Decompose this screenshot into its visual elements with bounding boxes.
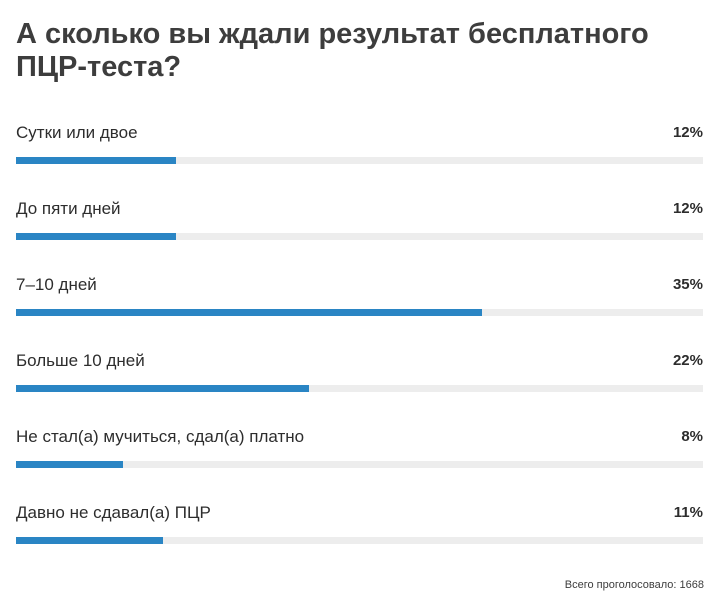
result-bar-fill	[16, 385, 309, 392]
result-bar-track	[16, 537, 703, 544]
option-percent: 12%	[672, 124, 703, 141]
option-percent: 11%	[673, 504, 703, 521]
result-bar-fill	[16, 461, 123, 468]
result-bar-fill	[16, 157, 176, 164]
option-label: Больше 10 дней	[16, 351, 145, 370]
result-bar-fill	[16, 309, 482, 316]
option-label: Сутки или двое	[16, 123, 138, 142]
total-votes: Всего проголосовало: 1668	[564, 579, 704, 591]
poll-option-1[interactable]: Сутки или двое 12%	[16, 123, 703, 167]
result-bar-fill	[16, 233, 176, 240]
poll-widget: А сколько вы ждали результат бесплатного…	[16, 0, 704, 615]
result-bar-track	[16, 461, 703, 468]
option-label: Не стал(а) мучиться, сдал(а) платно	[16, 427, 305, 446]
result-bar-track	[16, 385, 703, 392]
option-percent: 8%	[681, 428, 703, 445]
poll-option-5[interactable]: Не стал(а) мучиться, сдал(а) платно 8%	[16, 427, 703, 471]
poll-option-3[interactable]: 7–10 дней 35%	[16, 275, 703, 319]
poll-option-2[interactable]: До пяти дней 12%	[16, 199, 703, 243]
option-percent: 12%	[672, 200, 703, 217]
option-label: 7–10 дней	[16, 275, 97, 294]
option-label: До пяти дней	[16, 199, 121, 218]
result-bar-track	[16, 157, 703, 164]
poll-title: А сколько вы ждали результат бесплатного…	[16, 18, 649, 83]
result-bar-fill	[16, 537, 163, 544]
poll-option-6[interactable]: Давно не сдавал(а) ПЦР 11%	[16, 503, 703, 547]
option-label: Давно не сдавал(а) ПЦР	[16, 503, 211, 522]
result-bar-track	[16, 309, 703, 316]
option-percent: 22%	[672, 352, 703, 369]
result-bar-track	[16, 233, 703, 240]
poll-option-4[interactable]: Больше 10 дней 22%	[16, 351, 703, 395]
option-percent: 35%	[672, 276, 703, 293]
